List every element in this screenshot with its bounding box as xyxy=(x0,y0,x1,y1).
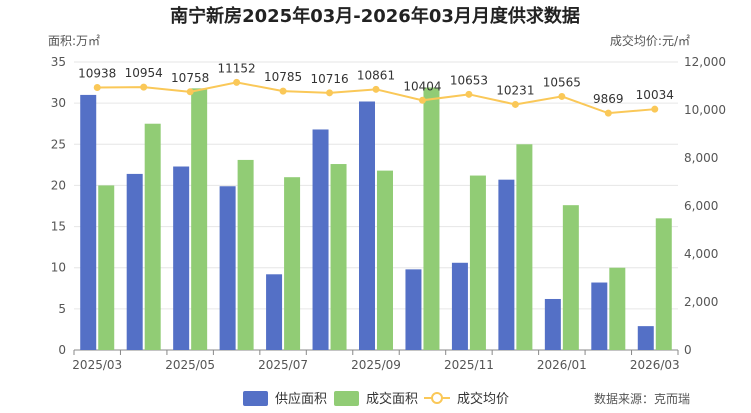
supply-bar xyxy=(80,94,97,351)
chart-title: 南宁新房2025年03月-2026年03月月度供求数据 xyxy=(170,5,580,27)
price-point xyxy=(558,92,566,100)
left-tick-label: 5 xyxy=(58,302,66,316)
price-data-label: 10565 xyxy=(543,75,581,89)
right-tick-label: 12,000 xyxy=(684,55,726,69)
right-tick-label: 2,000 xyxy=(684,295,718,309)
left-tick-label: 20 xyxy=(51,178,66,192)
price-point xyxy=(651,105,659,113)
deal-bar xyxy=(469,175,486,350)
price-labels: 10938 10954 10758 11152 10785 10716 10861 10404… xyxy=(78,61,674,106)
deal-bar xyxy=(655,218,672,350)
bars xyxy=(80,87,672,351)
price-data-label: 10716 xyxy=(310,72,348,86)
deal-bar xyxy=(377,170,393,350)
supply-bar xyxy=(312,129,329,350)
deal-bar xyxy=(516,144,533,350)
legend: 供应面积 成交面积 成交均价 xyxy=(243,391,509,407)
right-axis-label: 成交均价:元/㎡ xyxy=(610,33,690,48)
x-tick-label: 2025/11 xyxy=(444,358,494,372)
left-tick-label: 35 xyxy=(51,55,66,69)
x-axis: 2025/03 2025/05 2025/07 2025/09 2025/11 2026/… xyxy=(72,350,680,372)
deal-bar xyxy=(609,267,626,350)
deal-bar xyxy=(284,177,301,350)
price-data-label: 10938 xyxy=(78,66,116,80)
left-tick-label: 15 xyxy=(51,220,66,234)
right-tick-label: 0 xyxy=(684,343,692,357)
supply-bar xyxy=(451,262,468,350)
supply-bar xyxy=(266,274,283,350)
price-point xyxy=(511,100,519,108)
left-axis-label: 面积:万㎡ xyxy=(48,34,100,48)
left-tick-label: 0 xyxy=(58,343,66,357)
price-data-label: 10653 xyxy=(450,73,488,87)
right-tick-label: 10,000 xyxy=(684,103,726,117)
deal-bar xyxy=(237,159,254,350)
x-tick-label: 2025/05 xyxy=(165,358,215,372)
right-y-axis: 0 2,000 4,000 6,000 8,000 10,000 12,000 xyxy=(684,55,726,357)
price-data-label: 9869 xyxy=(593,92,624,106)
left-tick-label: 10 xyxy=(51,261,66,275)
price-point xyxy=(279,87,287,95)
price-data-label: 10785 xyxy=(264,70,302,84)
price-data-label: 10034 xyxy=(636,88,674,102)
supply-bar xyxy=(498,179,515,350)
deal-bar xyxy=(144,123,161,350)
price-point xyxy=(326,89,334,97)
price-data-label: 10954 xyxy=(125,66,163,80)
x-tick-label: 2025/07 xyxy=(258,358,308,372)
deal-bar xyxy=(423,87,440,350)
supply-bar xyxy=(544,298,561,350)
legend-deal-swatch xyxy=(334,391,359,406)
left-tick-label: 30 xyxy=(51,96,66,110)
deal-bar xyxy=(98,185,115,350)
supply-bar xyxy=(359,101,375,350)
x-tick-label: 2026/03 xyxy=(630,358,680,372)
legend-supply-swatch xyxy=(243,391,268,406)
supply-bar xyxy=(591,282,608,350)
left-tick-label: 25 xyxy=(51,137,66,151)
supply-bar xyxy=(126,173,143,350)
price-point xyxy=(372,85,380,93)
right-tick-label: 6,000 xyxy=(684,199,718,213)
legend-price-marker xyxy=(431,392,443,404)
right-tick-label: 4,000 xyxy=(684,247,718,261)
price-data-label: 10404 xyxy=(403,79,441,93)
price-point xyxy=(140,83,148,91)
price-point xyxy=(93,83,101,91)
x-tick-label: 2025/03 xyxy=(72,358,122,372)
deal-bar xyxy=(330,164,347,350)
legend-supply-label: 供应面积 xyxy=(275,391,327,407)
deal-bar xyxy=(191,88,208,351)
price-data-label: 10758 xyxy=(171,71,209,85)
price-point xyxy=(604,109,612,117)
left-y-axis: 0 5 10 15 20 25 30 35 xyxy=(51,55,66,357)
price-point xyxy=(233,78,241,86)
legend-price-label: 成交均价 xyxy=(457,391,509,407)
legend-deal-label: 成交面积 xyxy=(366,391,418,407)
right-tick-label: 8,000 xyxy=(684,151,718,165)
x-tick-label: 2025/09 xyxy=(351,358,401,372)
data-source: 数据来源：克而瑞 xyxy=(594,391,690,406)
price-point xyxy=(465,90,473,98)
deal-bar xyxy=(562,205,579,350)
supply-bar xyxy=(219,186,236,350)
x-tick-label: 2026/01 xyxy=(537,358,587,372)
price-data-label: 10861 xyxy=(357,68,395,82)
price-line xyxy=(93,78,659,117)
supply-bar xyxy=(173,166,190,350)
price-data-label: 10231 xyxy=(496,83,534,97)
price-data-label: 11152 xyxy=(218,61,256,75)
supply-bar xyxy=(405,269,422,350)
price-point xyxy=(186,88,194,96)
price-point xyxy=(418,96,426,104)
supply-bar xyxy=(637,326,654,350)
